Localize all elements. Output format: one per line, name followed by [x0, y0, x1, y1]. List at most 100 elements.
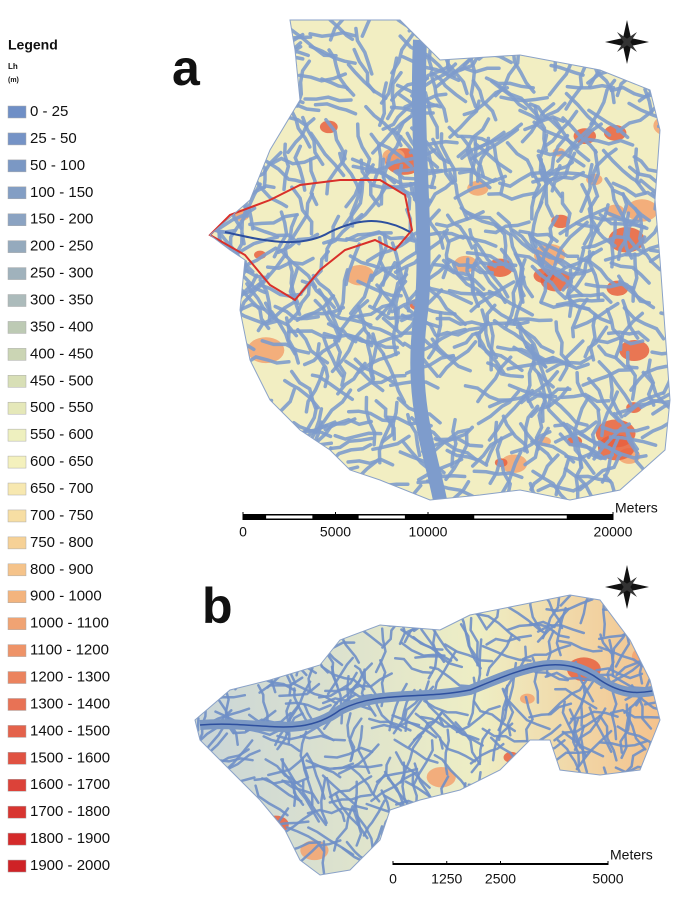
stream — [319, 552, 324, 597]
stream — [340, 498, 385, 512]
stream — [511, 39, 552, 51]
stream — [260, 874, 269, 901]
ridge-patch — [214, 378, 246, 400]
stream — [203, 661, 247, 669]
stream — [258, 869, 299, 881]
stream — [180, 167, 226, 176]
stream — [374, 597, 415, 625]
legend-swatch — [8, 618, 26, 630]
legend-label: 750 - 800 — [30, 534, 93, 551]
stream — [212, 313, 220, 359]
stream — [493, 0, 501, 24]
stream — [234, 419, 261, 455]
legend-swatch — [8, 429, 26, 441]
stream — [240, 608, 253, 651]
stream — [229, 821, 274, 845]
stream — [262, 638, 297, 664]
ridge-patch — [231, 597, 248, 609]
stream — [248, 426, 294, 432]
legend-label: 0 - 25 — [30, 103, 68, 120]
legend-swatch — [8, 537, 26, 549]
legend-label: 300 - 350 — [30, 291, 93, 308]
stream — [666, 74, 674, 110]
legend-label: 400 - 450 — [30, 345, 93, 362]
legend-field: Lh — [8, 62, 18, 71]
scale-segment-half — [266, 516, 312, 519]
stream — [198, 661, 244, 685]
stream — [442, 827, 447, 870]
legend-label: 550 - 600 — [30, 426, 93, 443]
ridge-patch — [534, 775, 556, 790]
stream — [205, 45, 224, 83]
stream — [630, 791, 656, 829]
stream — [225, 100, 262, 121]
stream — [229, 113, 267, 138]
legend-swatch — [8, 321, 26, 333]
stream — [219, 59, 259, 83]
stream — [304, 623, 328, 650]
stream — [651, 0, 659, 32]
stream — [577, 782, 613, 822]
stream — [568, 18, 605, 52]
stream — [616, 54, 658, 65]
stream — [227, 400, 272, 418]
stream — [205, 365, 216, 409]
legend-swatch — [8, 295, 26, 307]
stream — [525, 817, 540, 863]
stream — [232, 67, 275, 74]
stream — [497, 805, 539, 817]
legend-label: 150 - 200 — [30, 211, 93, 228]
stream — [624, 805, 629, 844]
stream — [226, 662, 272, 673]
stream — [546, 810, 562, 850]
ridge-patch — [253, 839, 276, 855]
stream — [409, 0, 444, 31]
stream — [256, 414, 284, 451]
stream — [274, 604, 298, 634]
legend-label: 25 - 50 — [30, 130, 77, 147]
legend-label: 250 - 300 — [30, 265, 93, 282]
stream — [499, 12, 544, 20]
legend-swatch — [8, 806, 26, 818]
stream — [262, 568, 280, 610]
legend-label: 1100 - 1200 — [30, 642, 109, 659]
legend-swatch — [8, 752, 26, 764]
stream — [286, 638, 307, 675]
legend-swatch — [8, 860, 26, 872]
scale-label: 2500 — [485, 871, 516, 887]
legend-swatch — [8, 241, 26, 253]
stream — [668, 75, 674, 122]
north-arrow — [605, 20, 649, 64]
stream — [246, 80, 288, 84]
legend-label: 1000 - 1100 — [30, 615, 109, 632]
stream — [223, 81, 258, 115]
stream — [559, 785, 564, 830]
stream — [430, 837, 461, 872]
stream — [428, 823, 462, 856]
stream — [324, 593, 343, 630]
legend-label: 1300 - 1400 — [30, 695, 110, 712]
stream — [214, 375, 222, 422]
stream — [640, 630, 674, 640]
stream — [183, 340, 207, 374]
stream — [233, 852, 272, 887]
stream — [291, 601, 335, 620]
stream — [256, 88, 303, 103]
stream — [225, 865, 271, 869]
legend-swatch — [8, 591, 26, 603]
legend-label: 1800 - 1900 — [30, 830, 110, 847]
stream — [234, 850, 277, 876]
stream — [189, 824, 217, 861]
stream — [562, 803, 604, 830]
stream — [175, 819, 214, 849]
stream — [175, 361, 220, 384]
stream — [180, 191, 215, 225]
stream — [254, 813, 264, 861]
stream — [241, 622, 249, 667]
stream — [209, 143, 217, 188]
stream — [251, 37, 295, 65]
stream — [257, 810, 271, 849]
map-b — [161, 550, 674, 901]
stream — [217, 458, 241, 498]
stream — [502, 772, 547, 790]
